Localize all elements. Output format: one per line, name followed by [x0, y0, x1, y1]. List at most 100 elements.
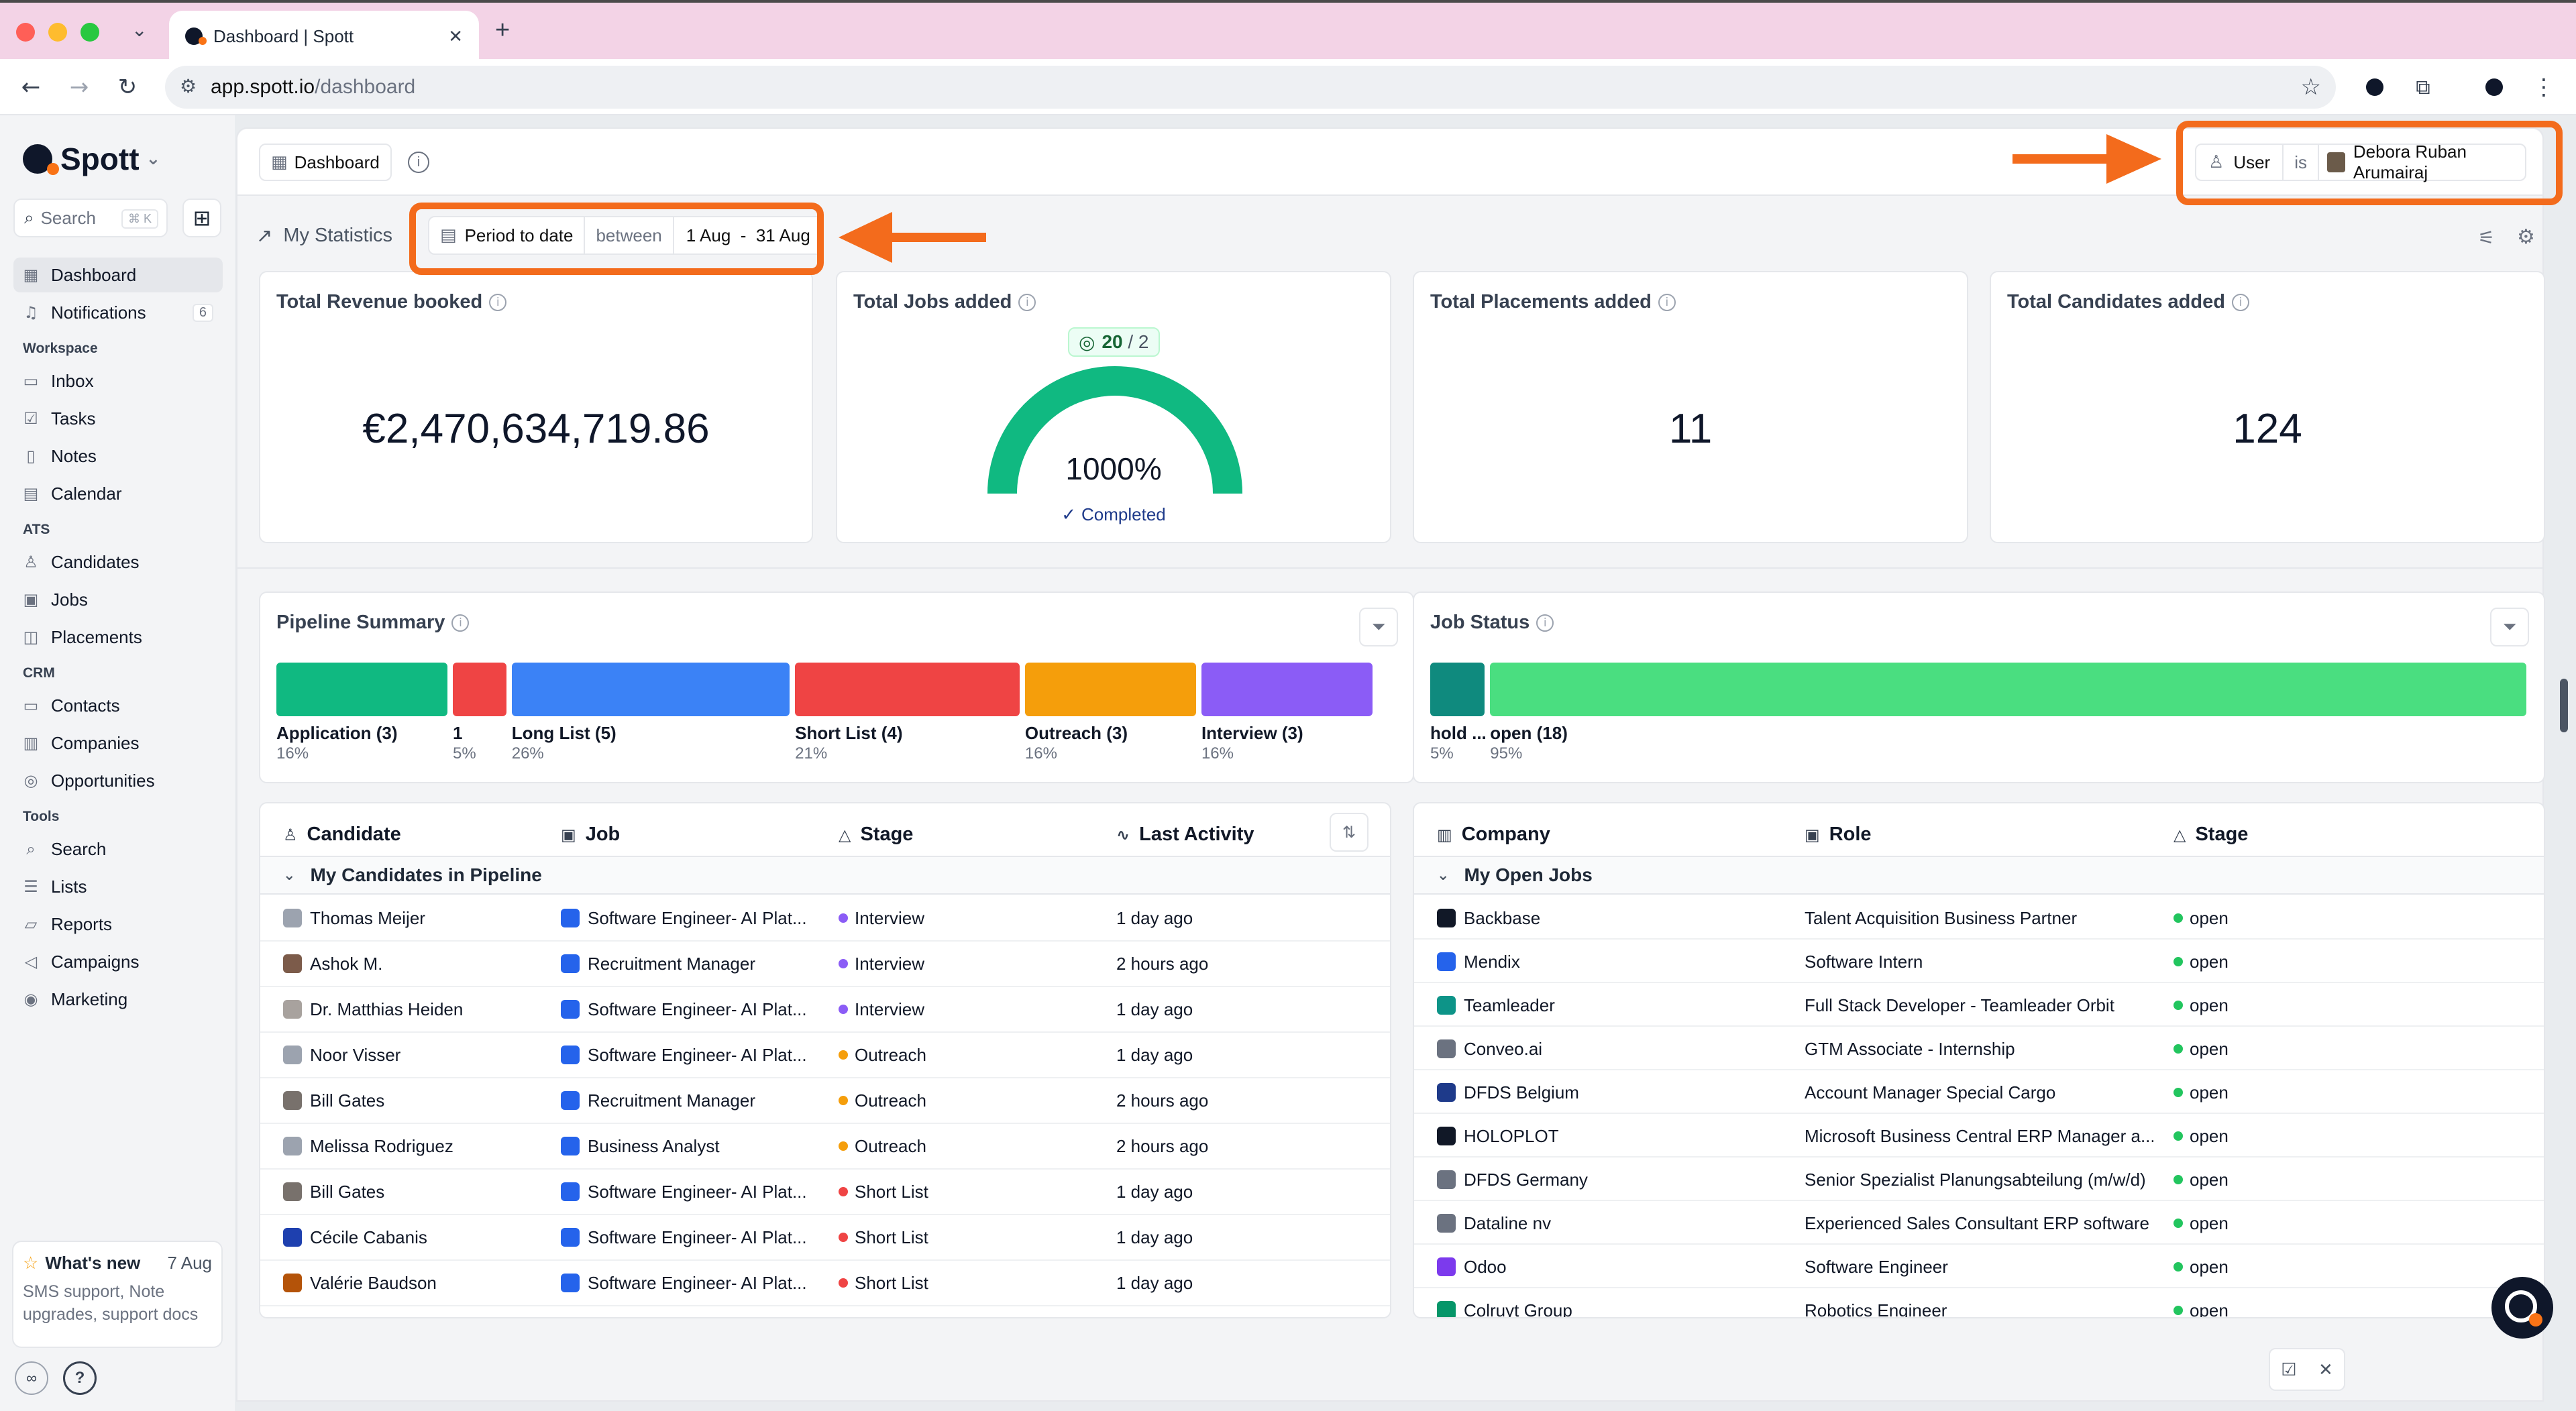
role-cell[interactable]: Account Manager Special Cargo	[1805, 1082, 2056, 1103]
browser-tab[interactable]: Dashboard | Spott ✕	[169, 11, 479, 62]
table-row[interactable]: Backbase Talent Acquisition Business Part…	[1414, 896, 2544, 940]
job-name[interactable]: Software Engineer- AI Plat...	[588, 1044, 807, 1065]
workspace-switcher[interactable]: Spott ⌄	[23, 141, 160, 177]
filter-icon[interactable]: ⏷	[1359, 608, 1398, 646]
table-row[interactable]: Bill Gates Software Engineer- AI Plat... S…	[260, 1170, 1390, 1215]
table-row[interactable]: Dataline nv Experienced Sales Consultant …	[1414, 1201, 2544, 1245]
role-cell[interactable]: Software Intern	[1805, 951, 1923, 972]
candidate-name[interactable]: Valérie Baudson	[310, 1272, 437, 1293]
close-tab-icon[interactable]: ✕	[448, 25, 463, 46]
sidebar-item-contacts[interactable]: ▭ Contacts	[13, 688, 223, 723]
sidebar-item-inbox[interactable]: ▭ Inbox	[13, 363, 223, 398]
job-name[interactable]: Software Engineer- AI Plat...	[588, 1181, 807, 1202]
group-header[interactable]: ⌄ My Candidates in Pipeline	[260, 856, 1390, 895]
role-cell[interactable]: GTM Associate - Internship	[1805, 1038, 2015, 1059]
role-cell[interactable]: Robotics Engineer	[1805, 1300, 1947, 1318]
table-row[interactable]: Noor Visser Software Engineer- AI Plat...…	[260, 1033, 1390, 1078]
period-filter[interactable]: ▤ Period to date between 1 Aug - 31 Aug	[428, 216, 824, 255]
role-cell[interactable]: Software Engineer	[1805, 1256, 1948, 1277]
company-name[interactable]: HOLOPLOT	[1464, 1125, 1559, 1146]
filter-icon[interactable]: ⏷	[2490, 608, 2529, 646]
sidebar-item-calendar[interactable]: ▤ Calendar	[13, 476, 223, 511]
sidebar-item-marketing[interactable]: ◉ Marketing	[13, 982, 223, 1017]
sidebar-item-tasks[interactable]: ☑ Tasks	[13, 401, 223, 436]
candidate-name[interactable]: Bill Gates	[310, 1090, 385, 1111]
table-row[interactable]: Valérie Baudson Software Engineer- AI Pla…	[260, 1261, 1390, 1306]
company-name[interactable]: Odoo	[1464, 1256, 1507, 1277]
info-icon[interactable]: i	[1018, 294, 1036, 312]
candidate-name[interactable]: Thomas Meijer	[310, 907, 425, 928]
sidebar-search[interactable]: ⌕ Search ⌘ K	[13, 199, 168, 237]
bar-segment[interactable]	[1490, 663, 2526, 716]
table-row[interactable]: Melissa Rodriguez Business Analyst Outreac…	[260, 1124, 1390, 1170]
column-header-stage[interactable]: △ Stage	[839, 824, 914, 845]
table-row[interactable]: DFDS Germany Senior Spezialist Planungsab…	[1414, 1158, 2544, 1201]
quick-add-button[interactable]: ⊞	[182, 199, 221, 237]
company-name[interactable]: Backbase	[1464, 907, 1541, 928]
table-row[interactable]: Colruyt Group Robotics Engineer open	[1414, 1288, 2544, 1318]
forward-icon[interactable]: →	[69, 74, 89, 101]
job-name[interactable]: Software Engineer- AI Plat...	[588, 1227, 807, 1247]
company-name[interactable]: DFDS Germany	[1464, 1169, 1588, 1190]
job-name[interactable]: Business Analyst	[588, 1135, 720, 1156]
page-scrollbar[interactable]	[2560, 679, 2568, 732]
bar-segment[interactable]	[276, 663, 448, 716]
table-row[interactable]: Thomas Meijer Software Engineer- AI Plat.…	[260, 896, 1390, 942]
info-icon[interactable]: i	[489, 294, 507, 312]
table-row[interactable]: Teamleader Full Stack Developer - Teamlea…	[1414, 983, 2544, 1027]
column-header-last-activity[interactable]: ∿ Last Activity	[1116, 824, 1254, 845]
link-icon[interactable]: ∞	[15, 1361, 48, 1395]
table-row[interactable]: Cécile Cabanis Software Engineer- AI Plat…	[260, 1215, 1390, 1261]
company-name[interactable]: Conveo.ai	[1464, 1038, 1543, 1059]
sidebar-item-jobs[interactable]: ▣ Jobs	[13, 582, 223, 617]
table-row[interactable]: Dr. Matthias Heiden Software Engineer- AI…	[260, 987, 1390, 1033]
sidebar-item-candidates[interactable]: ♙ Candidates	[13, 545, 223, 579]
tab-list-chevron-icon[interactable]: ⌄	[131, 19, 148, 41]
sidebar-item-companies[interactable]: ▥ Companies	[13, 726, 223, 760]
sidebar-item-campaigns[interactable]: ◁ Campaigns	[13, 944, 223, 979]
candidate-name[interactable]: Dr. Matthias Heiden	[310, 999, 464, 1019]
column-header-company[interactable]: ▥ Company	[1437, 824, 1550, 845]
bar-segment[interactable]	[795, 663, 1020, 716]
sort-icon[interactable]: ⇅	[1330, 813, 1368, 852]
site-info-icon[interactable]: ⚙	[180, 75, 197, 97]
sidebar-item-notes[interactable]: ▯ Notes	[13, 439, 223, 473]
sidebar-item-opportunities[interactable]: ◎ Opportunities	[13, 763, 223, 798]
table-row[interactable]: Ashok M. Recruitment Manager Interview 2 ho…	[260, 942, 1390, 987]
column-header-candidate[interactable]: ♙ Candidate	[283, 824, 401, 845]
job-name[interactable]: Software Engineer- AI Plat...	[588, 1272, 807, 1293]
table-row[interactable]: Odoo Software Engineer open	[1414, 1245, 2544, 1288]
spott-extension-icon[interactable]	[2360, 72, 2390, 102]
close-icon[interactable]: ✕	[2318, 1359, 2333, 1379]
maximize-window-button[interactable]	[80, 23, 99, 42]
candidate-name[interactable]: Cécile Cabanis	[310, 1227, 427, 1247]
company-name[interactable]: Dataline nv	[1464, 1212, 1552, 1233]
task-check-icon[interactable]: ☑	[2281, 1359, 2297, 1379]
candidate-name[interactable]: Noor Visser	[310, 1044, 401, 1065]
role-cell[interactable]: Microsoft Business Central ERP Manager a…	[1805, 1125, 2153, 1146]
sidebar-item-placements[interactable]: ◫ Placements	[13, 620, 223, 655]
job-name[interactable]: Recruitment Manager	[588, 1090, 755, 1111]
info-icon[interactable]: i	[408, 152, 429, 173]
job-name[interactable]: Recruitment Manager	[588, 953, 755, 974]
sidebar-item-search[interactable]: ⌕ Search	[13, 832, 223, 866]
candidate-name[interactable]: Ashok M.	[310, 953, 383, 974]
table-row[interactable]: DFDS Belgium Account Manager Special Carg…	[1414, 1070, 2544, 1114]
job-name[interactable]: Software Engineer- AI Plat...	[588, 999, 807, 1019]
table-row[interactable]: HOLOPLOT Microsoft Business Central ERP M…	[1414, 1114, 2544, 1158]
role-cell[interactable]: Experienced Sales Consultant ERP softwar…	[1805, 1212, 2150, 1233]
role-cell[interactable]: Full Stack Developer - Teamleader Orbit	[1805, 995, 2114, 1015]
table-row[interactable]: Bill Gates Recruitment Manager Outreach 2 h…	[260, 1078, 1390, 1124]
job-name[interactable]: Software Engineer- AI Plat...	[588, 907, 807, 928]
sidebar-item-notifications[interactable]: ♫ Notifications 6	[13, 295, 223, 330]
table-row[interactable]: Mendix Software Intern open	[1414, 940, 2544, 983]
company-name[interactable]: Mendix	[1464, 951, 1520, 972]
bar-segment[interactable]	[511, 663, 790, 716]
minimize-window-button[interactable]	[48, 23, 67, 42]
company-name[interactable]: Teamleader	[1464, 995, 1555, 1015]
breadcrumb[interactable]: ▦ Dashboard	[259, 144, 392, 181]
candidate-name[interactable]: Bill Gates	[310, 1181, 385, 1202]
settings-gear-icon[interactable]: ⚙	[2517, 225, 2535, 249]
user-filter[interactable]: ♙ User is Debora Ruban Arumairaj	[2195, 142, 2526, 182]
column-header-job[interactable]: ▣ Job	[561, 824, 621, 845]
